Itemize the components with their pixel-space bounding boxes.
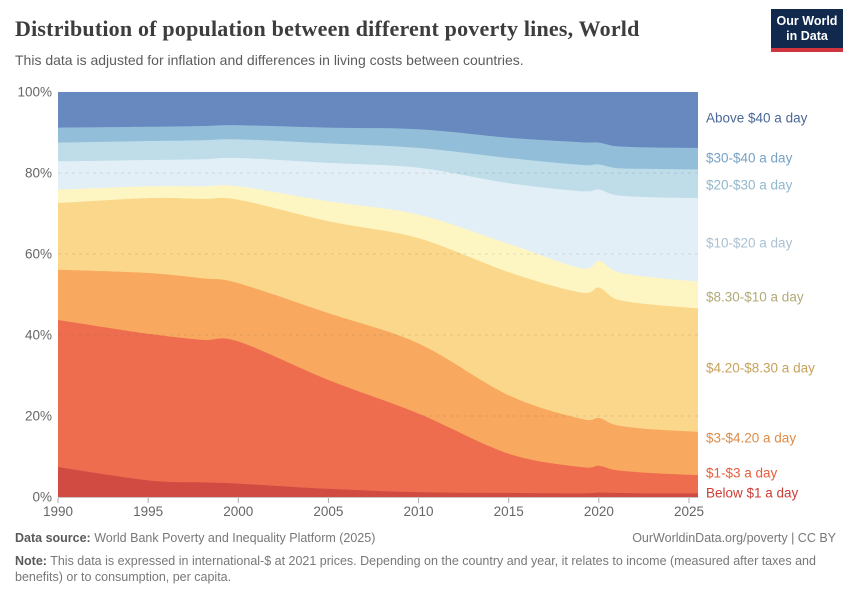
y-tick-label: 60% <box>25 247 52 262</box>
legend-label-4-20-8-30[interactable]: $4.20-$8.30 a day <box>706 361 815 376</box>
y-tick-label: 20% <box>25 409 52 424</box>
owid-logo[interactable]: Our World in Data <box>771 9 843 52</box>
legend-label-below-1[interactable]: Below $1 a day <box>706 486 799 501</box>
y-tick-label: 100% <box>17 85 52 100</box>
legend-label-30-40[interactable]: $30-$40 a day <box>706 151 793 166</box>
x-tick-label: 2020 <box>584 504 614 519</box>
area-1-3[interactable] <box>58 320 698 497</box>
legend-label-10-20[interactable]: $10-$20 a day <box>706 236 793 251</box>
x-tick-label: 1995 <box>133 504 163 519</box>
data-source-text: World Bank Poverty and Inequality Platfo… <box>94 531 376 545</box>
footer-note: Note: This data is expressed in internat… <box>15 553 839 586</box>
chart-subtitle: This data is adjusted for inflation and … <box>15 52 524 68</box>
owid-logo-line1: Our World <box>776 14 838 28</box>
x-tick-label: 2025 <box>674 504 704 519</box>
area-below-1[interactable] <box>58 467 698 497</box>
legend-label-1-3[interactable]: $1-$3 a day <box>706 466 778 481</box>
y-tick-label: 40% <box>25 328 52 343</box>
x-tick-label: 2000 <box>223 504 253 519</box>
x-tick-label: 2015 <box>494 504 524 519</box>
legend-label-above-40[interactable]: Above $40 a day <box>706 111 808 126</box>
legend-label-3-4-20[interactable]: $3-$4.20 a day <box>706 431 796 446</box>
legend-label-20-30[interactable]: $20-$30 a day <box>706 178 793 193</box>
x-tick-label: 2010 <box>404 504 434 519</box>
x-tick-label: 2005 <box>313 504 343 519</box>
y-tick-label: 80% <box>25 166 52 181</box>
data-source: Data source: World Bank Poverty and Ineq… <box>15 531 375 545</box>
owid-logo-line2: in Data <box>786 28 828 43</box>
note-label: Note: <box>15 554 47 568</box>
data-source-label: Data source: <box>15 531 91 545</box>
note-text: This data is expressed in international-… <box>15 554 816 585</box>
stacked-area-chart: 1990 1995 2000 2005 2010 2015 2020 2025 0% 20% 40%… <box>17 85 815 520</box>
legend-label-8-30-10[interactable]: $8.30-$10 a day <box>706 290 804 305</box>
owid-link[interactable]: OurWorldinData.org/poverty | CC BY <box>632 531 836 545</box>
page-title: Distribution of population between diffe… <box>15 16 640 41</box>
footer-source-row: Data source: World Bank Poverty and Ineq… <box>15 531 836 545</box>
y-tick-label: 0% <box>32 490 52 505</box>
x-tick-label: 1990 <box>43 504 73 519</box>
